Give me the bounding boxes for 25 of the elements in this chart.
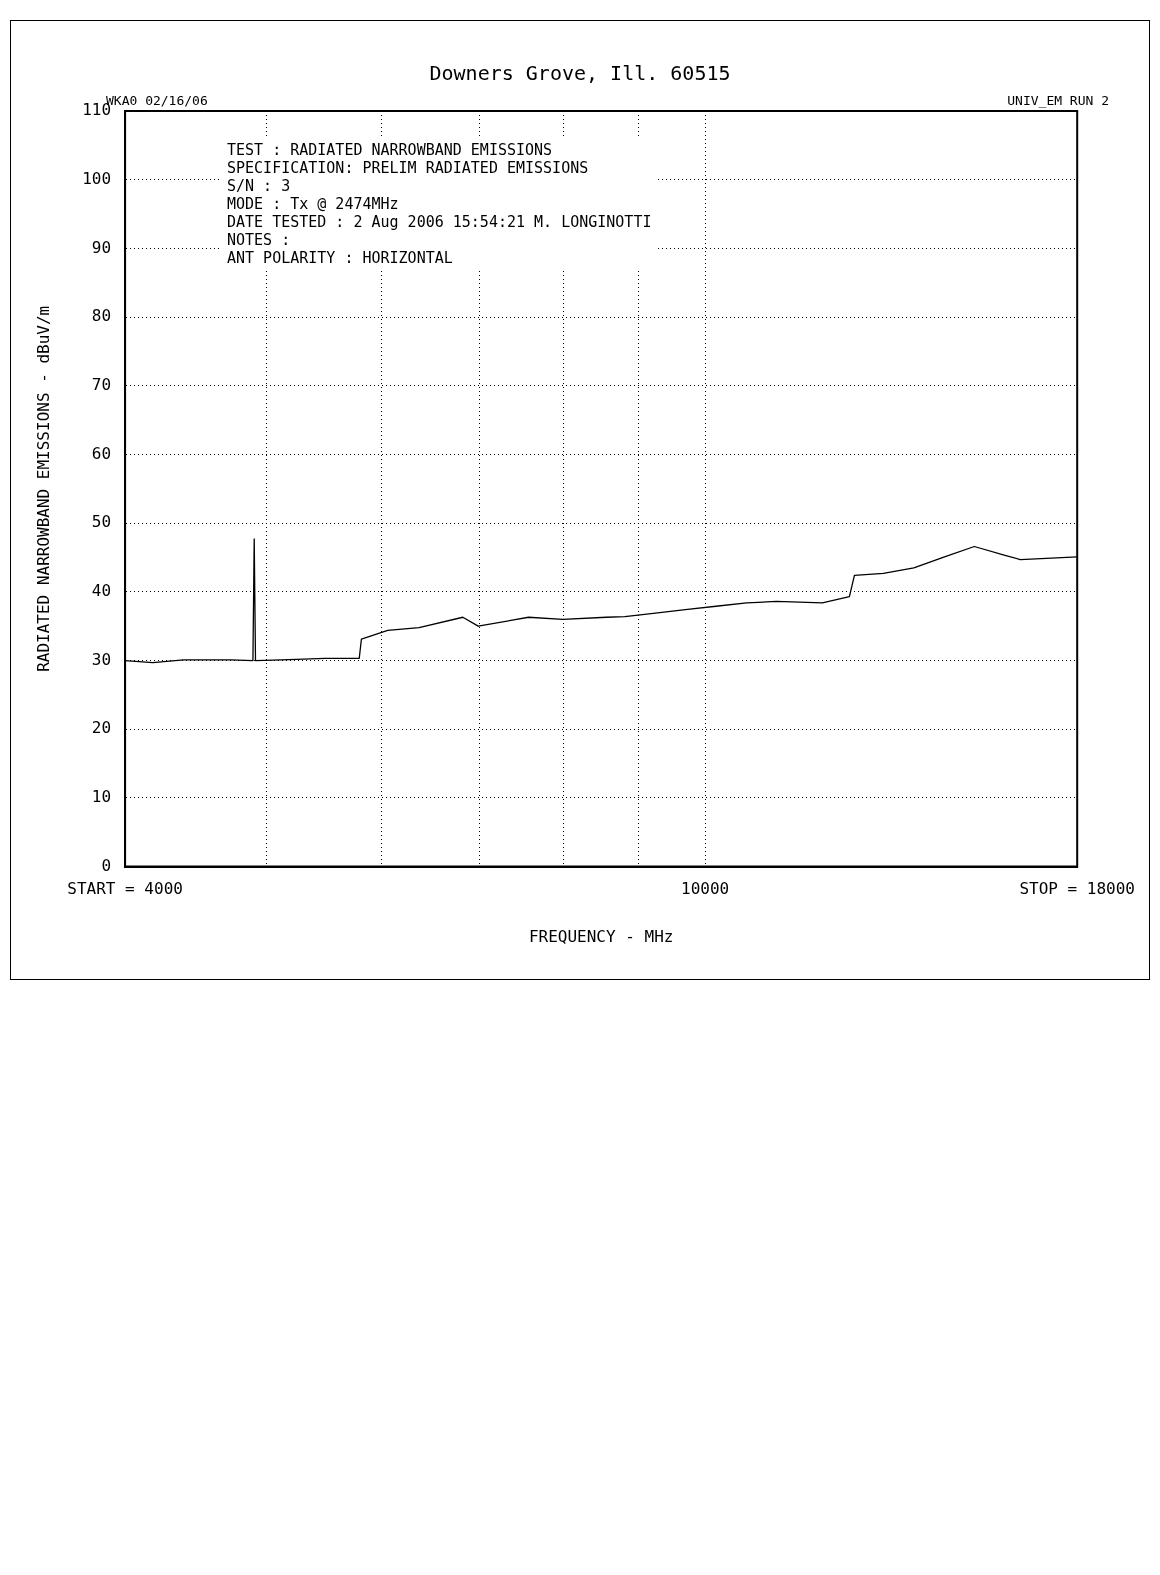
- x-axis-title: FREQUENCY - MHz: [528, 926, 674, 946]
- annotation: S/N : 3: [227, 177, 292, 195]
- annotation: MODE : Tx @ 2474MHz: [227, 195, 400, 213]
- y-tick-label: 50: [91, 512, 112, 532]
- chart-subtitle: Downers Grove, Ill. 60515: [428, 61, 732, 85]
- y-tick-label: 10: [91, 787, 112, 807]
- y-tick-label: 30: [91, 649, 112, 669]
- y-tick-label: 0: [101, 855, 112, 875]
- annotation: DATE TESTED : 2 Aug 2006 15:54:21 M. LONGINOTTI: [227, 213, 652, 231]
- x-tick-label: 10000: [681, 879, 730, 899]
- y-tick-label: 90: [91, 237, 112, 257]
- y-tick-label: 20: [91, 718, 112, 738]
- y-tick-label: 80: [91, 306, 112, 326]
- annotation: TEST : RADIATED NARROWBAND EMISSIONS: [227, 141, 554, 159]
- y-tick-label: 60: [91, 443, 112, 463]
- annotation: ANT POLARITY : HORIZONTAL: [227, 249, 454, 267]
- annotation: SPECIFICATION: PRELIM RADIATED EMISSIONS: [227, 159, 590, 177]
- x-tick-label: START = 4000: [67, 879, 183, 899]
- y-tick-label: 100: [82, 168, 112, 188]
- y-axis-title: RADIATED NARROWBAND EMISSIONS - dBuV/m: [33, 305, 53, 672]
- annotation: NOTES :: [227, 231, 292, 249]
- text: UNIV_EM RUN 2: [1007, 93, 1109, 108]
- x-tick-label: STOP = 18000: [1019, 879, 1135, 899]
- y-tick-label: 70: [91, 374, 112, 394]
- y-tick-label: 40: [91, 580, 112, 600]
